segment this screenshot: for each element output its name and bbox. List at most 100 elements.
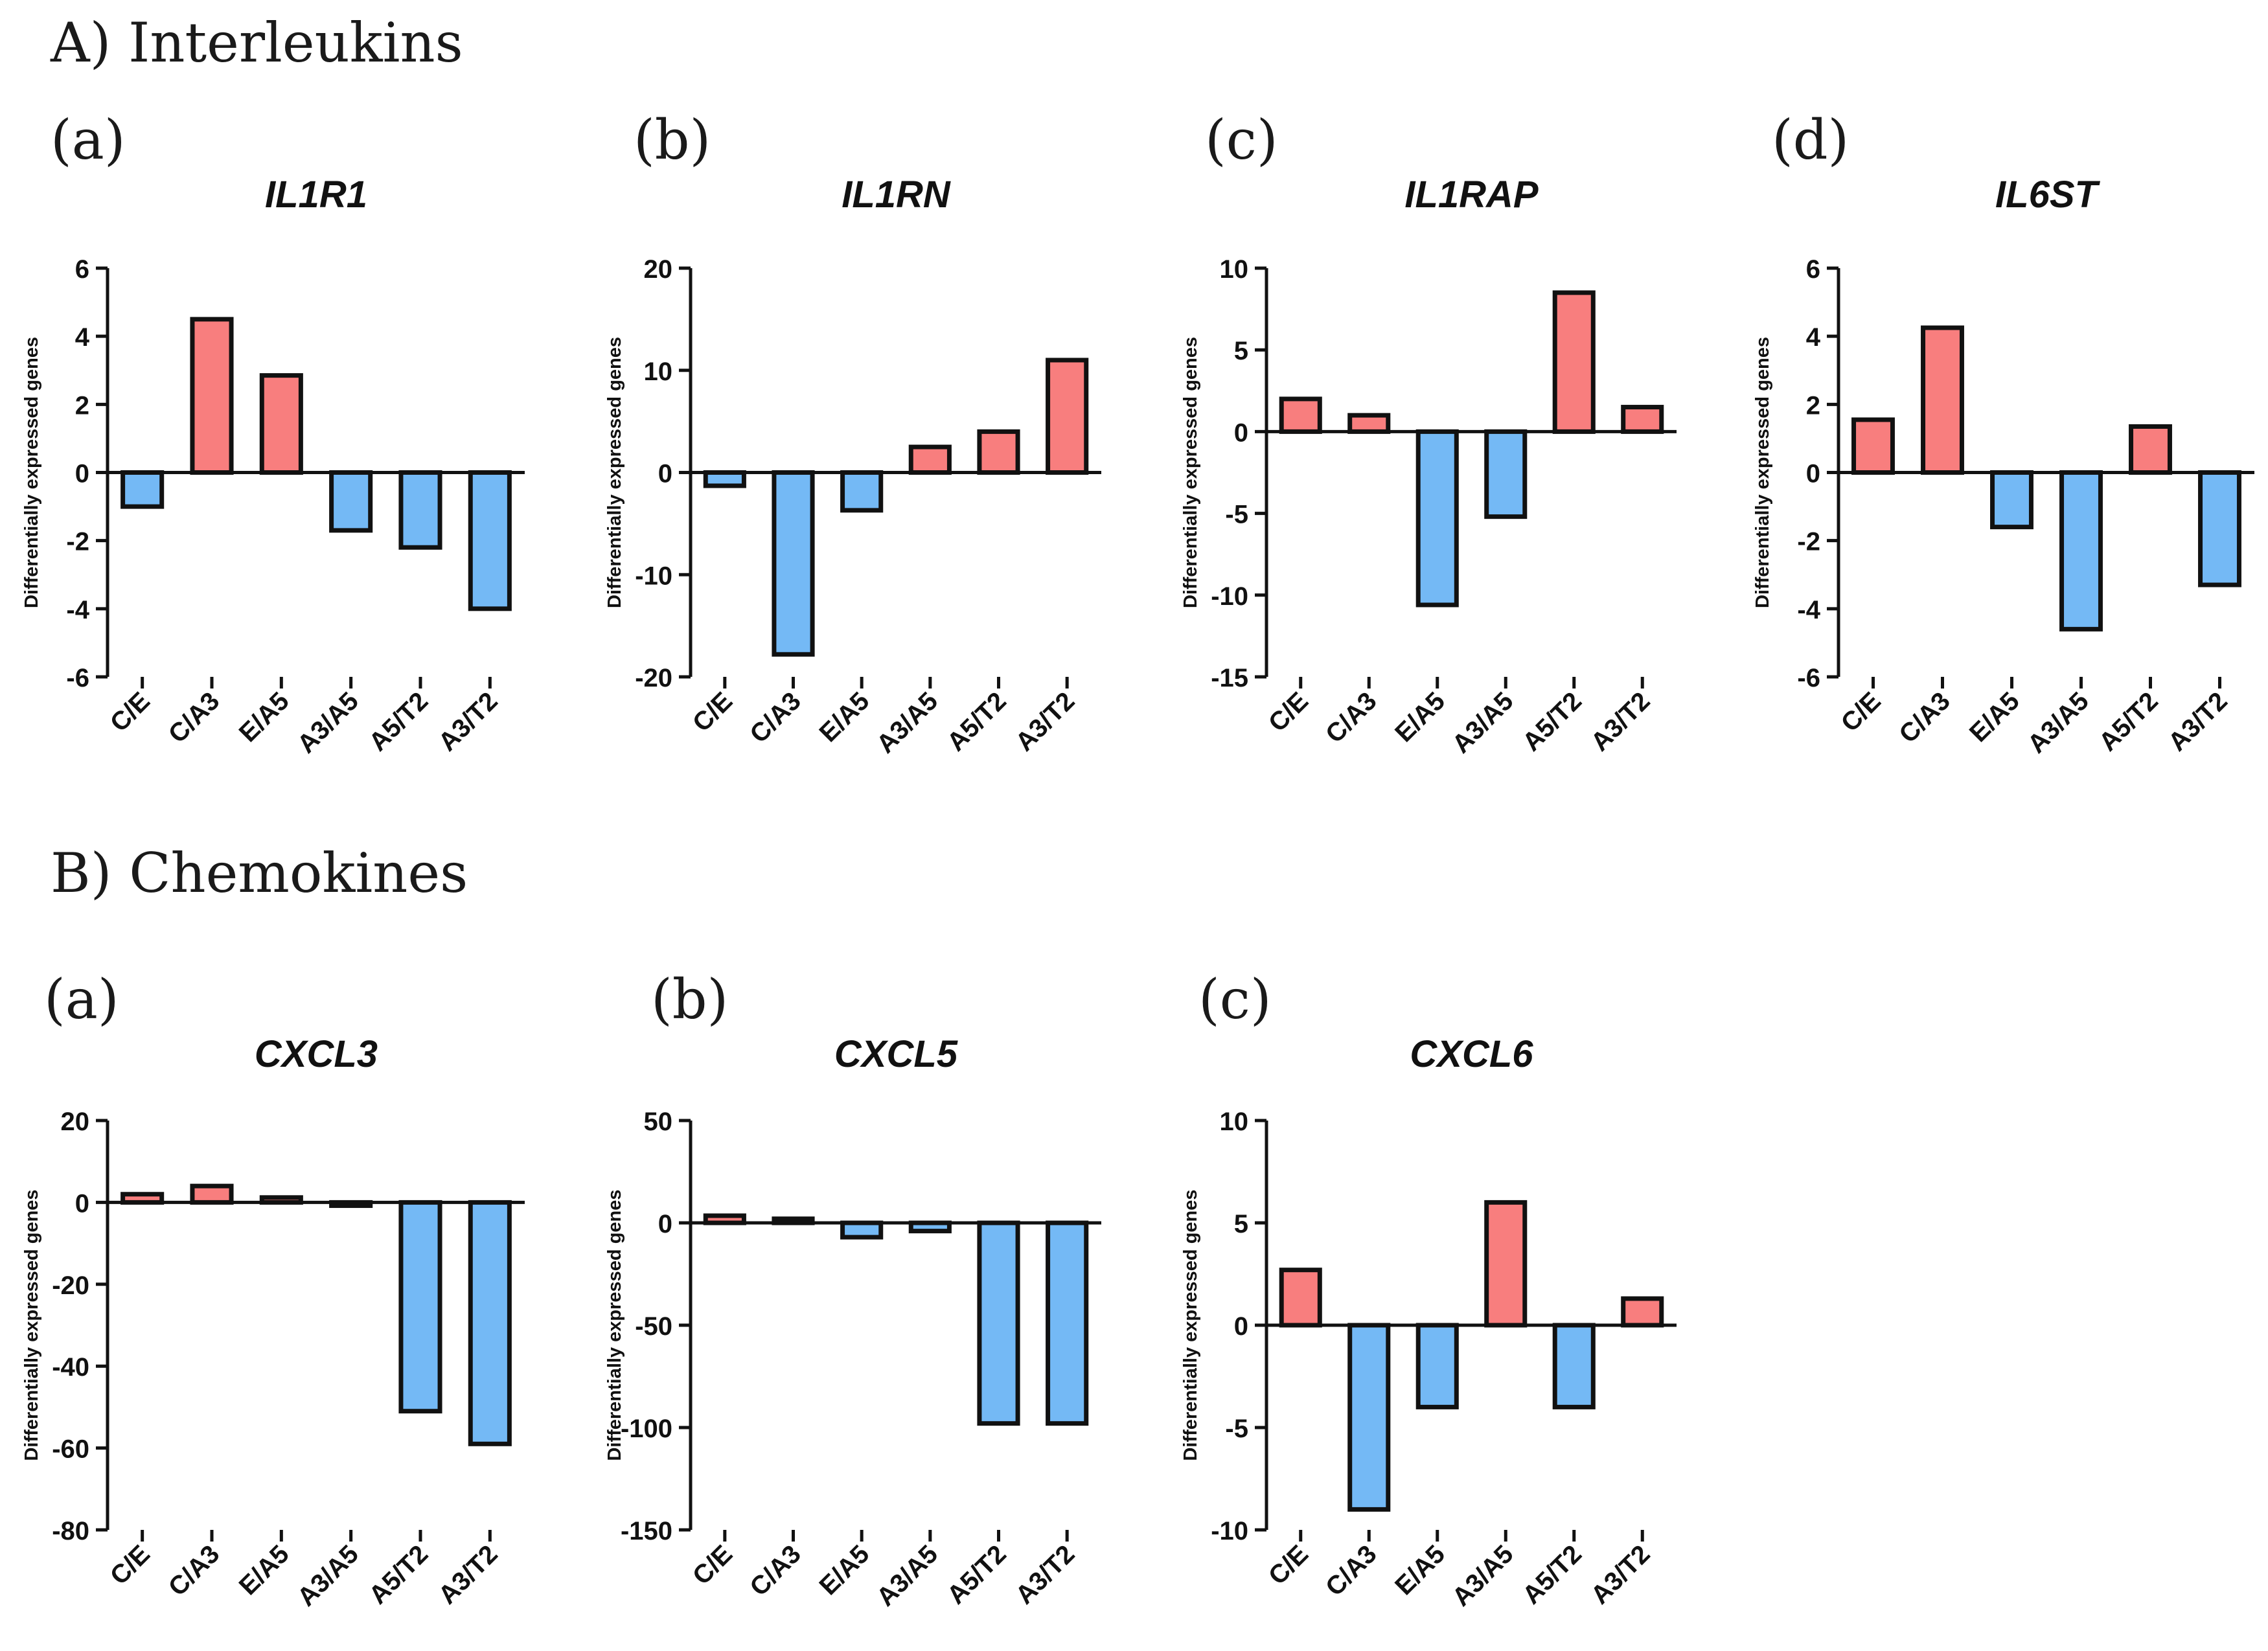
- bar-e-a5: [840, 1220, 884, 1240]
- y-tick-label: 6: [1806, 255, 1820, 284]
- y-tick-label: -80: [52, 1517, 89, 1545]
- panel-label: (b): [651, 968, 728, 1031]
- y-tick-label: -20: [52, 1271, 89, 1300]
- x-tick-label: E/A5: [1390, 687, 1450, 747]
- x-tick-label: A5/T2: [363, 1540, 433, 1610]
- x-tick-label: E/A5: [814, 687, 875, 747]
- y-tick-label: 4: [1806, 323, 1821, 352]
- x-tick-label: A3/T2: [433, 1540, 503, 1610]
- bar-c-a3: [772, 470, 815, 657]
- y-tick-label: -20: [635, 664, 672, 692]
- y-tick-label: 10: [644, 358, 673, 386]
- bar-c-a3: [1347, 413, 1391, 434]
- y-tick-label: 2: [1806, 391, 1820, 420]
- bar-a5-t2: [398, 470, 442, 550]
- bar-a3-a5: [329, 470, 373, 533]
- y-tick-label: -50: [635, 1312, 672, 1341]
- bar-a3-t2: [468, 470, 512, 611]
- y-tick-label: -6: [1797, 664, 1820, 692]
- bar-a5-t2: [977, 429, 1020, 475]
- chart-il1rap: (c) IL1RAP Differentially expressed genes 1…: [1180, 108, 1677, 759]
- x-tick-label: E/A5: [814, 1540, 875, 1600]
- y-tick-label: -2: [66, 528, 89, 556]
- y-tick-label: 4: [75, 323, 90, 352]
- bar-a3-t2: [2198, 470, 2241, 587]
- x-tick-label: A3/A5: [292, 1540, 364, 1611]
- x-tick-label: C/A3: [1320, 687, 1382, 749]
- bar-a3-a5: [2059, 470, 2103, 632]
- panel-label: (b): [634, 108, 711, 172]
- x-tick-label: A3/A5: [1447, 687, 1518, 758]
- x-tick-label: A5/T2: [363, 687, 433, 757]
- bar-a3-a5: [1484, 429, 1528, 519]
- x-tick-label: A3/A5: [2022, 687, 2094, 758]
- x-tick-label: A5/T2: [1517, 1540, 1587, 1610]
- y-tick-label: 0: [75, 460, 89, 488]
- bar-c-a3: [190, 317, 234, 475]
- x-tick-label: A3/A5: [292, 687, 364, 758]
- x-tick-label: A3/T2: [1585, 1540, 1655, 1610]
- chart-title: IL1RAP: [1404, 174, 1539, 216]
- section-title-chemokines: B) Chemokines: [51, 841, 468, 905]
- chart-title: CXCL5: [834, 1033, 958, 1075]
- bar-c-a3: [1921, 325, 1964, 475]
- y-tick-label: 10: [1220, 1108, 1249, 1136]
- y-tick-label: 50: [644, 1108, 673, 1136]
- bar-e-a5: [840, 470, 884, 513]
- x-tick-label: A3/T2: [2163, 687, 2233, 757]
- chart-il1rn: (b) IL1RN Differentially expressed genes 20…: [604, 108, 1101, 759]
- chart-title: IL6ST: [1995, 174, 2100, 216]
- bar-e-a5: [259, 373, 303, 475]
- y-tick-label: 0: [658, 1210, 672, 1238]
- x-tick-label: C/A3: [1894, 687, 1956, 749]
- x-tick-label: A3/A5: [871, 1540, 943, 1611]
- bar-c-e: [703, 470, 746, 488]
- panel-label: (a): [44, 968, 119, 1031]
- x-tick-label: C/E: [1263, 687, 1314, 737]
- y-tick-label: 5: [1234, 1210, 1248, 1238]
- y-tick-label: -4: [66, 596, 89, 624]
- x-tick-label: E/A5: [1390, 1540, 1450, 1600]
- x-tick-label: C/E: [1263, 1540, 1314, 1590]
- bar-a5-t2: [2129, 424, 2172, 475]
- y-axis-label: Differentially expressed genes: [21, 337, 42, 608]
- x-tick-label: C/E: [687, 687, 738, 737]
- x-tick-label: C/E: [687, 1540, 738, 1590]
- x-tick-label: C/A3: [744, 1540, 807, 1602]
- bar-c-a3: [190, 1183, 234, 1205]
- panel-label: (c): [1198, 968, 1272, 1031]
- y-tick-label: 5: [1234, 337, 1248, 365]
- x-tick-label: C/E: [105, 687, 155, 737]
- x-tick-label: A5/T2: [2094, 687, 2164, 757]
- panel-label: (c): [1205, 108, 1278, 172]
- bar-a3-t2: [468, 1200, 512, 1446]
- x-tick-label: A3/A5: [871, 687, 943, 758]
- y-tick-label: 10: [1220, 255, 1249, 284]
- y-tick-label: 6: [75, 255, 89, 284]
- bar-e-a5: [1415, 1323, 1459, 1409]
- bar-a3-t2: [1621, 1296, 1664, 1328]
- x-tick-label: A3/A5: [1447, 1540, 1518, 1611]
- y-tick-label: 0: [75, 1189, 89, 1218]
- y-axis-label: Differentially expressed genes: [21, 1189, 42, 1461]
- chart-title: IL1R1: [265, 174, 367, 216]
- x-tick-label: C/A3: [1320, 1540, 1382, 1602]
- bar-a3-t2: [1046, 1220, 1089, 1426]
- bar-a3-t2: [1046, 358, 1089, 475]
- x-tick-label: E/A5: [234, 687, 295, 747]
- x-tick-label: A3/T2: [1585, 687, 1655, 757]
- y-tick-label: -10: [635, 562, 672, 590]
- y-tick-label: -10: [1211, 1517, 1248, 1545]
- y-axis-label: Differentially expressed genes: [604, 337, 625, 608]
- x-tick-label: A5/T2: [1517, 687, 1587, 757]
- bar-c-e: [1279, 1268, 1322, 1328]
- x-tick-label: C/E: [105, 1540, 155, 1590]
- bar-a3-a5: [908, 444, 952, 475]
- x-tick-label: A5/T2: [942, 1540, 1012, 1610]
- x-tick-label: C/E: [1836, 687, 1886, 737]
- bar-c-e: [120, 470, 165, 509]
- y-tick-label: -15: [1211, 664, 1248, 692]
- y-tick-label: 0: [1234, 418, 1248, 447]
- x-tick-label: A3/T2: [433, 687, 503, 757]
